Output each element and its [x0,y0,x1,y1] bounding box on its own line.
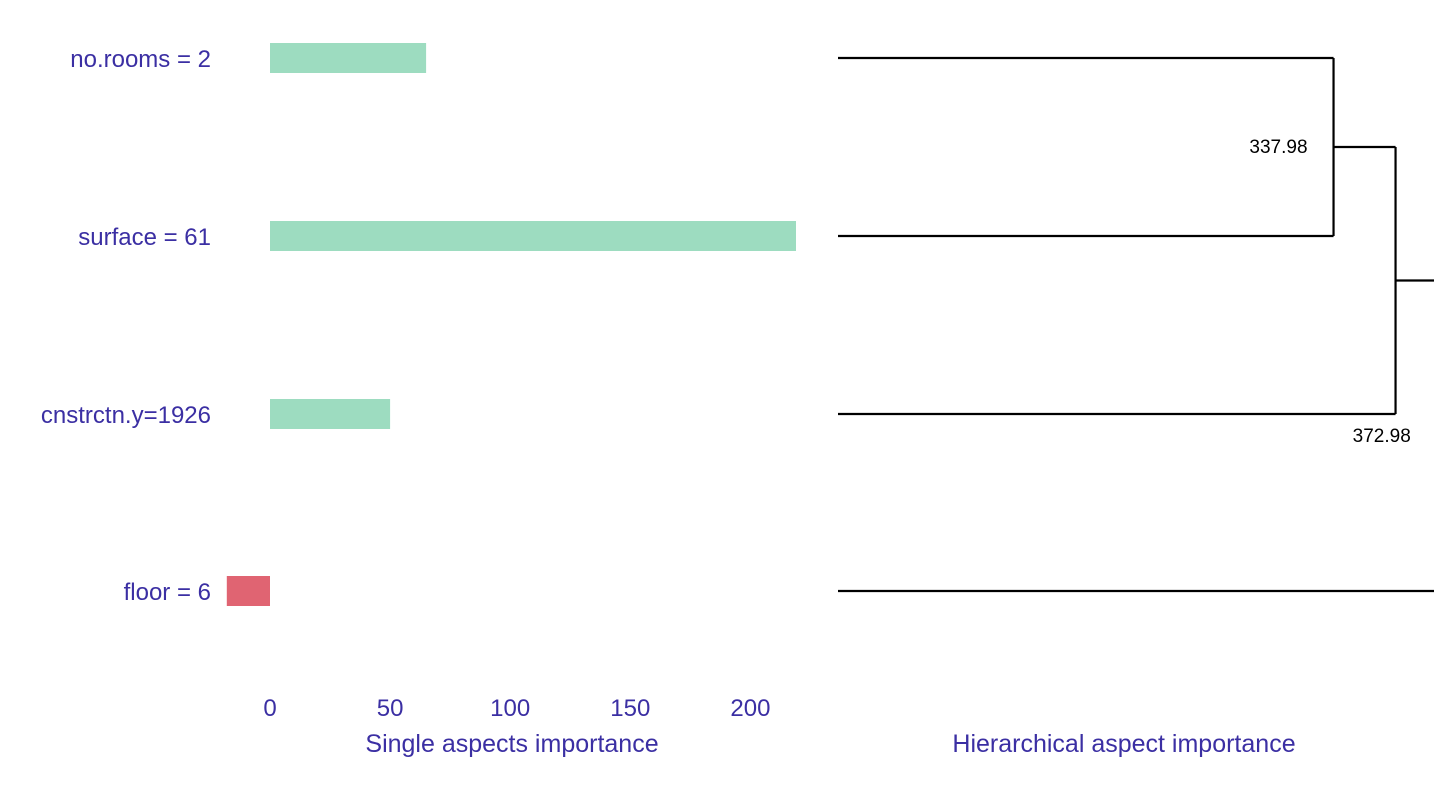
x-tick-label: 100 [490,695,530,722]
x-tick-label: 150 [610,695,650,722]
single-aspects-panel: no.rooms = 2 surface = 61 cnstrctn.y=1926 f… [41,43,796,722]
category-label: no.rooms = 2 [70,46,211,73]
bar [270,43,427,73]
x-axis-title-single: Single aspects importance [365,730,658,758]
category-label: cnstrctn.y=1926 [41,402,211,429]
bar [270,221,796,251]
x-tick-label: 50 [377,695,404,722]
merge-height-label: 337.98 [1249,137,1307,158]
bar [226,576,270,606]
x-tick-label: 0 [263,695,276,722]
bar [270,399,391,429]
x-tick-label: 200 [730,695,770,722]
x-axis-title-hierarchical: Hierarchical aspect importance [952,730,1295,758]
category-label: surface = 61 [78,224,211,251]
category-label: floor = 6 [124,579,211,606]
merge-height-label: 372.98 [1353,426,1411,447]
hierarchical-aspects-panel: 337.98 372.98 [838,56,1434,593]
